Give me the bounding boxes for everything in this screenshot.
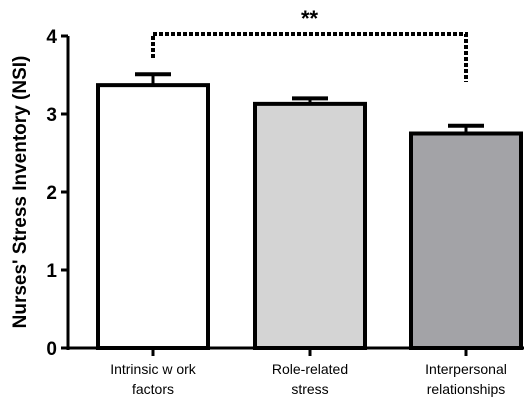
x-category-label-line: factors <box>132 381 174 397</box>
x-category-label: Role-related stress <box>272 361 348 397</box>
y-tick-label: 1 <box>46 261 57 282</box>
x-category-label: Interpersonal relationships <box>425 361 507 397</box>
y-axis: 0 1 2 3 4 <box>46 27 70 360</box>
bar <box>253 101 367 350</box>
significance-label: ** <box>301 6 319 31</box>
x-category-label-line: Interpersonal <box>425 361 507 377</box>
bar <box>409 131 523 350</box>
significance-bracket: ** <box>151 6 468 82</box>
x-axis: Intrinsic w ork factors Role-related stress… <box>66 346 524 397</box>
x-category-label-line: relationships <box>427 381 506 397</box>
significance-line <box>151 32 468 82</box>
y-tick-label: 0 <box>46 339 57 360</box>
y-axis-title: Nurses' Stress Inventory (NSI) <box>10 56 31 329</box>
bars <box>96 72 523 350</box>
y-tick-label: 3 <box>46 105 57 126</box>
x-category-label: Intrinsic w ork factors <box>110 361 197 397</box>
y-tick-label: 2 <box>46 183 57 204</box>
y-tick-label: 4 <box>46 27 57 48</box>
bar <box>96 83 210 350</box>
x-category-label-line: Intrinsic w ork <box>110 361 197 377</box>
x-category-label-line: Role-related <box>272 361 348 377</box>
x-category-label-line: stress <box>291 381 328 397</box>
